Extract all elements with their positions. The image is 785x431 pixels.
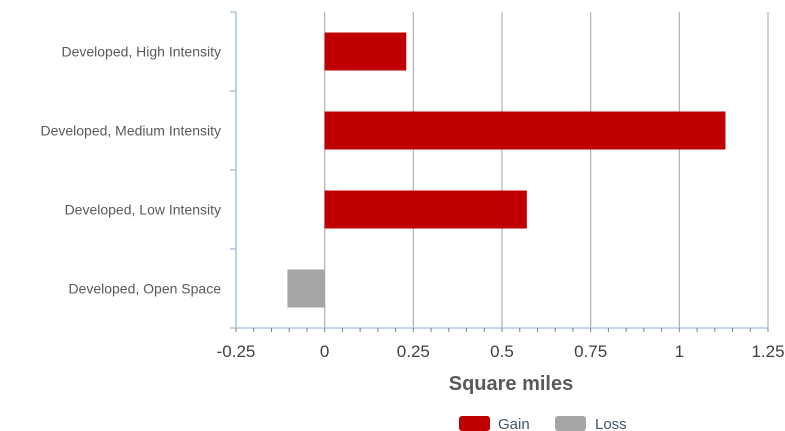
x-tick-label: 0.75	[574, 342, 607, 361]
bars	[287, 32, 726, 308]
bar-gain-1	[324, 111, 726, 150]
legend: Gain Loss	[459, 416, 627, 431]
bar-loss-3	[287, 269, 325, 308]
category-label: Developed, Medium Intensity	[40, 123, 221, 139]
category-label: Developed, Open Space	[68, 281, 221, 297]
x-axis-title: Square miles	[449, 373, 574, 395]
category-label: Developed, High Intensity	[61, 44, 221, 60]
legend-swatch-loss	[555, 416, 586, 431]
legend-label-loss: Loss	[595, 416, 627, 431]
tick-labels: -0.25 0 0.25 0.5 0.75 1 1.25	[217, 342, 785, 361]
x-tick-label: -0.25	[217, 342, 256, 361]
bar-gain-0	[324, 32, 407, 71]
axes	[230, 11, 769, 332]
legend-swatch-gain	[459, 416, 490, 431]
category-label: Developed, Low Intensity	[65, 202, 221, 218]
legend-label-gain: Gain	[498, 416, 530, 431]
x-tick-label: 1	[675, 342, 684, 361]
x-tick-label: 0.25	[397, 342, 430, 361]
x-tick-label: 1.25	[751, 342, 784, 361]
category-labels: Developed, High Intensity Developed, Medi…	[40, 44, 221, 297]
x-tick-label: 0.5	[490, 342, 514, 361]
x-tick-label: 0	[320, 342, 329, 361]
bar-gain-2	[324, 190, 527, 229]
